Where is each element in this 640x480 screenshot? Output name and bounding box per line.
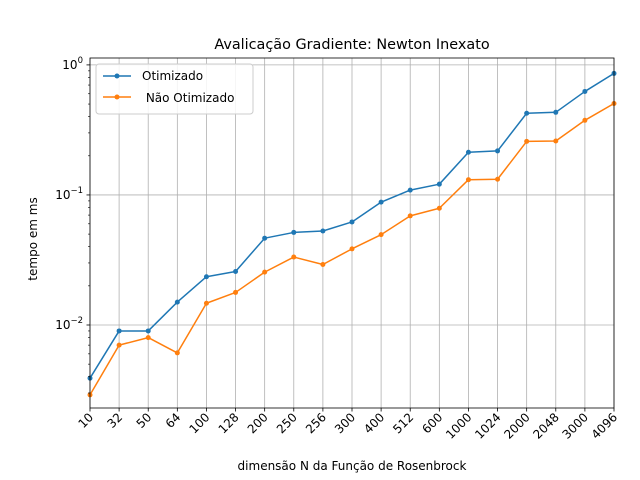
data-point-otimizado	[407, 187, 413, 193]
x-tick-label: 1024	[472, 410, 503, 441]
data-point-otimizado	[553, 109, 559, 115]
x-tick-label: 2048	[530, 410, 561, 441]
x-tick-label: 400	[361, 410, 387, 436]
legend-label-nao-otimizado: Não Otimizado	[142, 91, 234, 105]
data-point-otimizado	[145, 328, 151, 334]
data-point-otimizado	[524, 110, 530, 116]
series-otimizado	[87, 70, 617, 381]
data-point-otimizado	[436, 181, 442, 187]
data-point-nao-otimizado	[495, 176, 501, 182]
x-tick-label: 2000	[501, 410, 532, 441]
x-tick-label: 1000	[443, 410, 474, 441]
data-point-otimizado	[349, 219, 355, 225]
data-point-otimizado	[116, 328, 122, 334]
data-point-otimizado	[465, 149, 471, 155]
data-point-nao-otimizado	[582, 117, 588, 123]
x-tick-label: 250	[274, 410, 300, 436]
data-point-nao-otimizado	[378, 232, 384, 238]
x-axis-ticks: 10 32 50 64 100 128 200 250 256 300 400 512 60010001…	[75, 408, 620, 442]
data-point-nao-otimizado	[233, 289, 239, 295]
series-nao-otimizado	[87, 100, 617, 398]
data-point-otimizado	[320, 228, 326, 234]
data-point-nao-otimizado	[407, 213, 413, 219]
data-point-otimizado	[233, 268, 239, 274]
chart-title: Avalicação Gradiente: Newton Inexato	[214, 37, 490, 53]
y-axis-label: tempo em ms	[26, 197, 40, 280]
data-point-otimizado	[203, 274, 209, 280]
legend-label-otimizado: Otimizado	[142, 69, 203, 83]
x-tick-label: 100	[186, 410, 212, 436]
plot-series	[87, 70, 617, 398]
data-point-otimizado	[378, 199, 384, 205]
y-tick-label: 10−2	[55, 316, 83, 332]
x-tick-label: 64	[163, 410, 184, 431]
legend-marker-nao-otimizado	[114, 94, 120, 100]
x-tick-label: 32	[105, 410, 126, 431]
data-point-otimizado	[262, 235, 268, 241]
x-tick-label: 200	[245, 410, 271, 436]
x-tick-label: 256	[303, 410, 329, 436]
y-tick-label: 10−1	[55, 186, 83, 202]
data-point-nao-otimizado	[465, 177, 471, 183]
x-tick-label: 512	[390, 410, 416, 436]
grid-lines	[89, 58, 615, 408]
data-point-nao-otimizado	[436, 205, 442, 211]
legend: Otimizado Não Otimizado	[95, 63, 254, 115]
legend-box	[95, 63, 254, 115]
data-point-nao-otimizado	[291, 254, 297, 260]
x-tick-label: 4096	[589, 410, 620, 441]
x-tick-label: 3000	[560, 410, 591, 441]
x-tick-label: 300	[332, 410, 358, 436]
data-point-nao-otimizado	[203, 300, 209, 306]
data-point-nao-otimizado	[524, 138, 530, 144]
y-tick-label: 100	[62, 56, 83, 72]
data-point-otimizado	[174, 299, 180, 305]
legend-marker-otimizado	[114, 73, 120, 79]
data-point-nao-otimizado	[262, 269, 268, 275]
data-point-otimizado	[291, 229, 297, 235]
data-point-nao-otimizado	[145, 335, 151, 341]
data-point-nao-otimizado	[349, 246, 355, 252]
y-axis-ticks: 10−2 10−1 100	[55, 56, 90, 394]
data-point-nao-otimizado	[320, 261, 326, 267]
data-point-otimizado	[582, 88, 588, 94]
x-tick-label: 128	[216, 410, 242, 436]
x-tick-label: 600	[419, 410, 445, 436]
data-point-otimizado	[495, 148, 501, 154]
data-point-nao-otimizado	[553, 138, 559, 144]
x-axis-label: dimensão N da Função de Rosenbrock	[238, 459, 467, 473]
data-point-nao-otimizado	[116, 342, 122, 348]
x-tick-label: 10	[75, 410, 96, 431]
x-tick-label: 50	[134, 410, 155, 431]
data-point-nao-otimizado	[174, 350, 180, 356]
